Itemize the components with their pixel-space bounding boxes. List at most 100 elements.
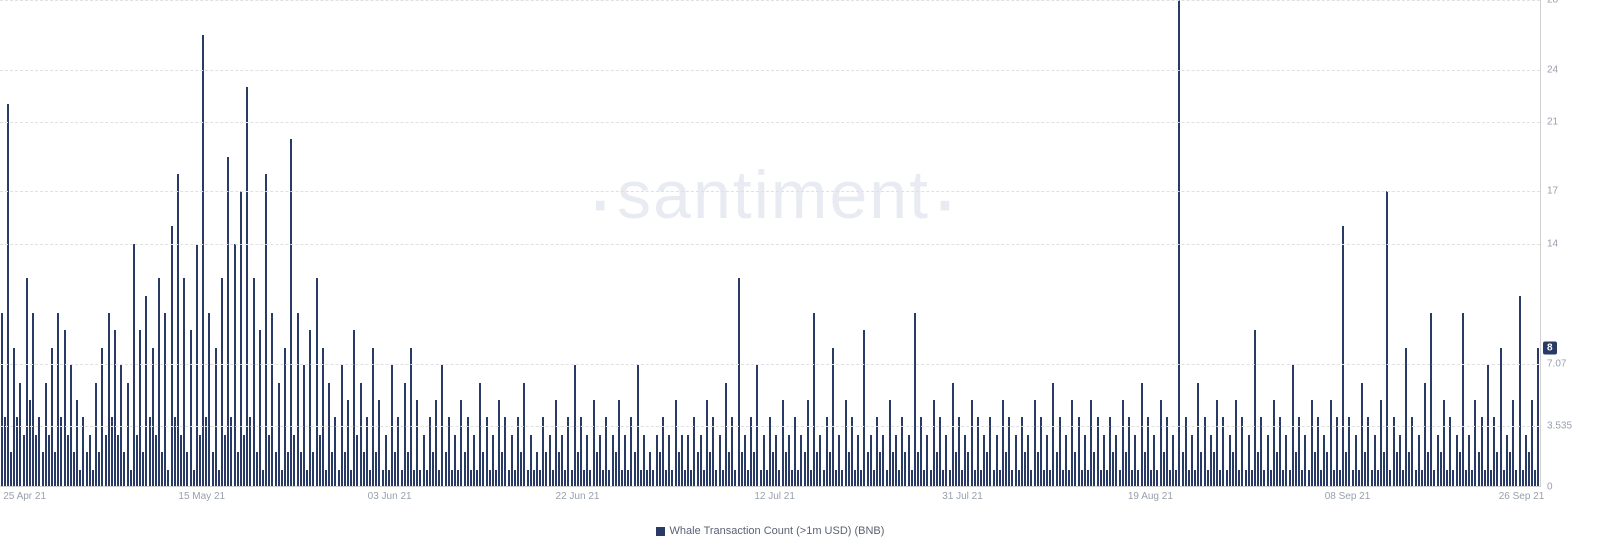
chart-bar	[482, 452, 484, 487]
chart-bar	[564, 470, 566, 487]
x-tick-label: 31 Jul 21	[942, 491, 983, 502]
chart-bar	[1235, 400, 1237, 487]
grid-line	[0, 244, 1540, 245]
chart-bar	[1166, 417, 1168, 487]
chart-bar	[174, 417, 176, 487]
chart-bar	[841, 470, 843, 487]
chart-bar	[230, 417, 232, 487]
chart-bar	[1182, 452, 1184, 487]
chart-bar	[826, 417, 828, 487]
chart-bar	[98, 452, 100, 487]
chart-bar	[939, 417, 941, 487]
chart-bar	[1021, 417, 1023, 487]
chart-bar	[845, 400, 847, 487]
chart-bar	[256, 452, 258, 487]
chart-bar	[1267, 435, 1269, 487]
legend-label: Whale Transaction Count (>1m USD) (BNB)	[670, 525, 885, 537]
chart-bar	[202, 35, 204, 487]
chart-bar	[738, 278, 740, 487]
chart-bar	[571, 470, 573, 487]
chart-bar	[709, 452, 711, 487]
chart-bar	[1285, 435, 1287, 487]
chart-bar	[608, 470, 610, 487]
chart-bar	[1446, 470, 1448, 487]
x-tick-label: 12 Jul 21	[754, 491, 795, 502]
chart-bar	[1314, 452, 1316, 487]
chart-bar	[489, 470, 491, 487]
chart-bar	[16, 417, 18, 487]
chart-bar	[1065, 435, 1067, 487]
chart-bar	[306, 470, 308, 487]
chart-bar	[558, 452, 560, 487]
chart-bar	[1452, 470, 1454, 487]
chart-bar	[13, 348, 15, 487]
chart-bar	[678, 452, 680, 487]
chart-bar	[470, 470, 472, 487]
y-tick-label: 17	[1547, 186, 1558, 197]
chart-bar	[1405, 348, 1407, 487]
chart-bar	[1131, 470, 1133, 487]
chart-bar	[832, 348, 834, 487]
chart-bar	[797, 470, 799, 487]
chart-bar	[1320, 470, 1322, 487]
chart-bar	[1402, 470, 1404, 487]
chart-bar	[1393, 417, 1395, 487]
chart-bar	[769, 417, 771, 487]
chart-bar	[253, 278, 255, 487]
chart-bar	[454, 435, 456, 487]
x-tick-label: 15 May 21	[178, 491, 225, 502]
chart-bar	[1459, 452, 1461, 487]
chart-bar	[284, 348, 286, 487]
chart-bar	[350, 470, 352, 487]
chart-bar	[794, 417, 796, 487]
chart-bar	[1015, 435, 1017, 487]
chart-bar	[722, 470, 724, 487]
chart-bar	[703, 470, 705, 487]
chart-bar	[1034, 400, 1036, 487]
chart-bar	[429, 417, 431, 487]
chart-bar	[1147, 417, 1149, 487]
chart-bar	[1185, 417, 1187, 487]
chart-bar	[829, 452, 831, 487]
chart-bar	[1018, 470, 1020, 487]
chart-bar	[782, 400, 784, 487]
chart-bar	[671, 470, 673, 487]
chart-bar	[1222, 417, 1224, 487]
chart-bar	[1137, 470, 1139, 487]
chart-bar	[712, 417, 714, 487]
chart-bar	[1471, 470, 1473, 487]
chart-bar	[1213, 452, 1215, 487]
chart-bar	[1515, 470, 1517, 487]
chart-bar	[1430, 313, 1432, 487]
chart-bar	[1528, 452, 1530, 487]
chart-bar	[508, 470, 510, 487]
chart-bar	[892, 452, 894, 487]
chart-bar	[1238, 470, 1240, 487]
chart-bar	[1298, 417, 1300, 487]
chart-bar	[54, 452, 56, 487]
chart-bar	[221, 278, 223, 487]
chart-bar	[700, 435, 702, 487]
chart-bar	[593, 400, 595, 487]
chart-bar	[561, 435, 563, 487]
chart-bar	[813, 313, 815, 487]
chart-bar	[1, 313, 3, 487]
chart-bar	[467, 417, 469, 487]
chart-bar	[750, 417, 752, 487]
grid-line	[0, 426, 1540, 427]
chart-bar	[621, 470, 623, 487]
chart-bar	[807, 400, 809, 487]
chart-bar	[860, 470, 862, 487]
chart-bar	[945, 435, 947, 487]
chart-bar	[57, 313, 59, 487]
chart-bar	[426, 470, 428, 487]
chart-bar	[243, 435, 245, 487]
chart-bar	[495, 470, 497, 487]
chart-bar	[980, 470, 982, 487]
chart-bar	[356, 435, 358, 487]
chart-bar	[322, 348, 324, 487]
chart-bar	[457, 470, 459, 487]
chart-bar	[1289, 470, 1291, 487]
chart-bar	[911, 470, 913, 487]
whale-transaction-chart: ·santiment· 03.5357.0714172124288 25 Apr…	[0, 0, 1600, 541]
